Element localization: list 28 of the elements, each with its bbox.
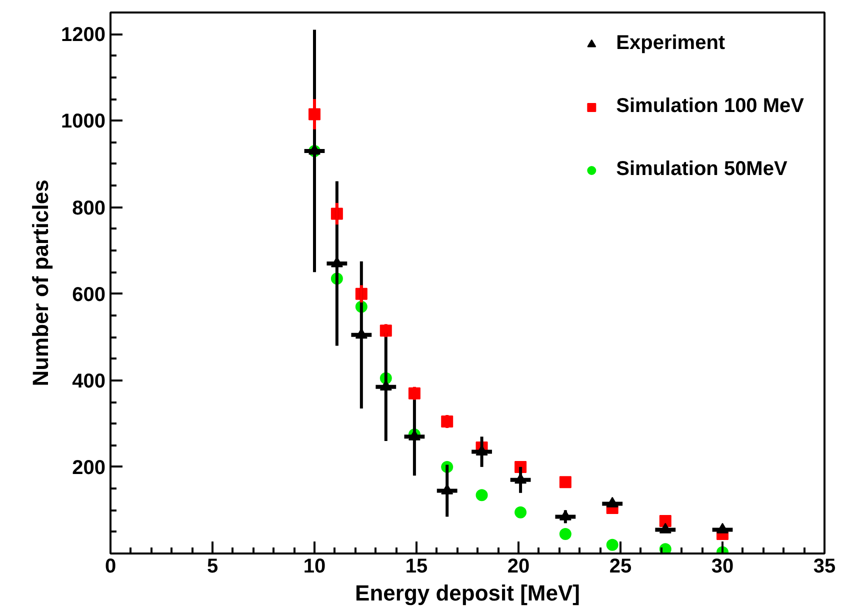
y-tick-label: 200 <box>72 456 106 479</box>
y-tick-label: 600 <box>72 284 106 306</box>
y-tick-label: 800 <box>72 197 106 220</box>
point <box>659 522 672 534</box>
x-tick-label: 5 <box>206 556 218 578</box>
y-tick-label: 1200 <box>61 24 106 46</box>
legend-label: Simulation 100 MeV <box>616 95 804 118</box>
point <box>606 538 618 551</box>
point <box>716 522 728 534</box>
point <box>476 489 488 502</box>
x-tick-label: 35 <box>813 556 836 578</box>
point <box>559 476 572 488</box>
x-tick-label: 15 <box>405 556 428 578</box>
x-axis-title: Energy deposit [MeV] <box>355 580 580 606</box>
point <box>559 528 572 540</box>
y-axis-title: Number of particles <box>28 180 54 386</box>
x-tick-label: 25 <box>609 556 632 578</box>
x-tick-label: 0 <box>104 556 116 578</box>
x-tick-label: 20 <box>507 556 530 578</box>
y-tick-label: 1000 <box>61 110 106 133</box>
legend-label: Simulation 50MeV <box>616 158 788 181</box>
x-tick-label: 30 <box>711 556 734 578</box>
point <box>514 506 527 518</box>
point <box>606 496 618 508</box>
legend-label: Experiment <box>616 32 726 55</box>
point <box>659 515 672 528</box>
y-tick-label: 400 <box>72 370 106 392</box>
x-tick-label: 10 <box>303 556 326 578</box>
